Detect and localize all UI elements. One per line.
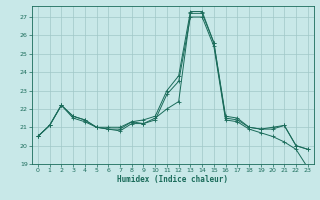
X-axis label: Humidex (Indice chaleur): Humidex (Indice chaleur)	[117, 175, 228, 184]
